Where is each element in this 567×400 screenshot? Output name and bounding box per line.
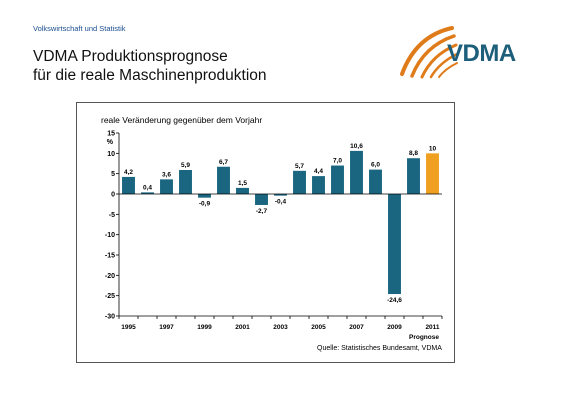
data-label: 7,0 <box>333 158 342 165</box>
x-tick-label: 2011 <box>425 324 439 331</box>
bar <box>293 170 306 194</box>
title-line-2: für die reale Maschinenproduktion <box>33 67 267 84</box>
y-tick-label: -25 <box>105 293 115 300</box>
bar <box>179 170 192 194</box>
x-tick-label: 2001 <box>235 324 250 331</box>
bar <box>331 165 344 194</box>
data-label: 5,7 <box>295 163 304 170</box>
title-line-1: VDMA Produktionsprognose <box>33 48 228 65</box>
bar <box>312 176 325 194</box>
data-label: 8,8 <box>409 150 418 157</box>
data-label: 10 <box>429 145 437 152</box>
bar <box>255 194 268 205</box>
data-label: 0,4 <box>143 184 152 191</box>
y-tick-label: -20 <box>105 273 115 280</box>
y-tick-label: 10 <box>107 151 115 158</box>
x-tick-label: 2009 <box>387 324 402 331</box>
data-label: -0,4 <box>275 199 287 206</box>
vdma-logo-arcs-icon <box>400 26 459 79</box>
data-label: 10,6 <box>350 143 363 150</box>
y-tick-label: -5 <box>109 212 115 219</box>
x-tick-label: 2007 <box>349 324 364 331</box>
bar <box>426 153 439 194</box>
bar <box>407 158 420 194</box>
x-tick-label: 2003 <box>273 324 288 331</box>
bar <box>274 194 287 196</box>
y-tick-label: -15 <box>105 253 115 260</box>
x-tick-label: 1995 <box>121 324 136 331</box>
data-label: 4,4 <box>314 168 323 175</box>
data-label: 5,9 <box>181 162 190 169</box>
forecast-label: Prognose <box>409 334 439 341</box>
data-label: 6,7 <box>219 159 228 166</box>
y-tick-label: -10 <box>105 232 115 239</box>
bar <box>122 176 135 194</box>
bar <box>388 194 401 295</box>
y-axis-unit: % <box>107 139 114 146</box>
x-tick-label: 2005 <box>311 324 326 331</box>
data-label: -0,9 <box>199 201 211 208</box>
x-tick-label: 1997 <box>159 324 174 331</box>
y-tick-label: 5 <box>111 171 115 178</box>
bar <box>141 192 154 194</box>
bar <box>160 179 173 194</box>
data-label: 4,2 <box>124 169 133 176</box>
data-label: 1,5 <box>238 180 247 187</box>
chart-title: reale Veränderung gegenüber dem Vorjahr <box>101 115 263 125</box>
section-label: Volkswirtschaft und Statistik <box>33 24 126 33</box>
bar <box>350 150 363 194</box>
bar <box>217 166 230 194</box>
bar <box>236 187 249 194</box>
bar <box>198 194 211 198</box>
y-tick-label: 0 <box>111 192 115 199</box>
chart-source: Quelle: Statistisches Bundesamt, VDMA <box>317 345 442 352</box>
data-label: -24,6 <box>387 297 402 304</box>
page-title: VDMA Produktionsprognose für die reale M… <box>33 47 267 85</box>
x-tick-label: 1999 <box>197 324 212 331</box>
bar <box>369 169 382 194</box>
y-tick-label: 15 <box>107 131 115 138</box>
data-label: -2,7 <box>256 208 268 215</box>
data-label: 3,6 <box>162 171 171 178</box>
y-tick-label: -30 <box>105 314 115 321</box>
data-label: 6,0 <box>371 162 380 169</box>
vdma-logo-text: VDMA <box>447 40 516 67</box>
